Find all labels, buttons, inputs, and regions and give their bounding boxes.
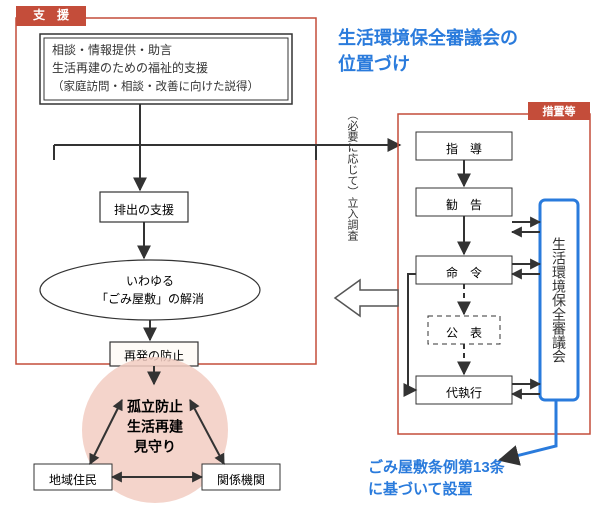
annotation-l1: ごみ屋敷条例第13条	[368, 458, 506, 476]
node-emission-label: 排出の支援	[114, 203, 174, 217]
council-box-label: 生活環境保全審議会	[551, 237, 567, 363]
node-kankoku-label: 勧 告	[446, 198, 482, 212]
bottom-cluster: 孤立防止 生活再建 見守り 地域住民 関係機関	[34, 357, 280, 503]
vertical-bracket-label: （必要に応じて）立入調査	[346, 109, 359, 241]
node-daishikkou-label: 代執行	[446, 386, 482, 400]
node-resolution-l1: いわゆる	[126, 274, 174, 288]
cluster-right-label: 関係機関	[217, 472, 265, 487]
title: 生活環境保全審議会の 位置づけ	[338, 27, 518, 74]
node-shidou-label: 指 導	[446, 141, 482, 156]
right-panel-tab: 措置等	[543, 104, 576, 118]
support-line3: （家庭訪問・相談・改善に向けた説得）	[52, 79, 259, 93]
vertical-bracket: （必要に応じて）立入調査	[346, 109, 359, 241]
node-resolution	[40, 260, 260, 320]
cluster-l3: 見守り	[133, 439, 176, 455]
council-box: 生活環境保全審議会	[540, 200, 578, 400]
cluster-l2: 生活再建	[127, 419, 183, 435]
left-panel: 支 援 相談・情報提供・助言 生活再建のための福祉的支援 （家庭訪問・相談・改善…	[16, 6, 316, 366]
diagram-canvas: 支 援 相談・情報提供・助言 生活再建のための福祉的支援 （家庭訪問・相談・改善…	[0, 0, 600, 512]
cluster-l1: 孤立防止	[127, 399, 183, 415]
support-box: 相談・情報提供・助言 生活再建のための福祉的支援 （家庭訪問・相談・改善に向けた…	[40, 34, 292, 104]
cluster-left-label: 地域住民	[49, 473, 97, 487]
annotation: ごみ屋敷条例第13条 に基づいて設置	[368, 458, 506, 498]
annotation-l2: に基づいて設置	[368, 480, 473, 498]
right-panel: 措置等 指 導 勧 告 命 令 公 表 代執行 生活環境保全審議会	[398, 102, 590, 434]
title-line2: 位置づけ	[338, 53, 410, 74]
node-resolution-l2: 「ごみ屋敷」の解消	[96, 291, 204, 306]
node-meirei-label: 命 令	[446, 265, 482, 280]
support-line1: 相談・情報提供・助言	[52, 42, 172, 57]
node-kouhyou-label: 公 表	[446, 326, 482, 340]
big-arrow-left	[335, 280, 398, 316]
left-panel-tab: 支 援	[32, 7, 70, 22]
support-line2: 生活再建のための福祉的支援	[52, 60, 208, 75]
title-line1: 生活環境保全審議会の	[338, 27, 518, 48]
